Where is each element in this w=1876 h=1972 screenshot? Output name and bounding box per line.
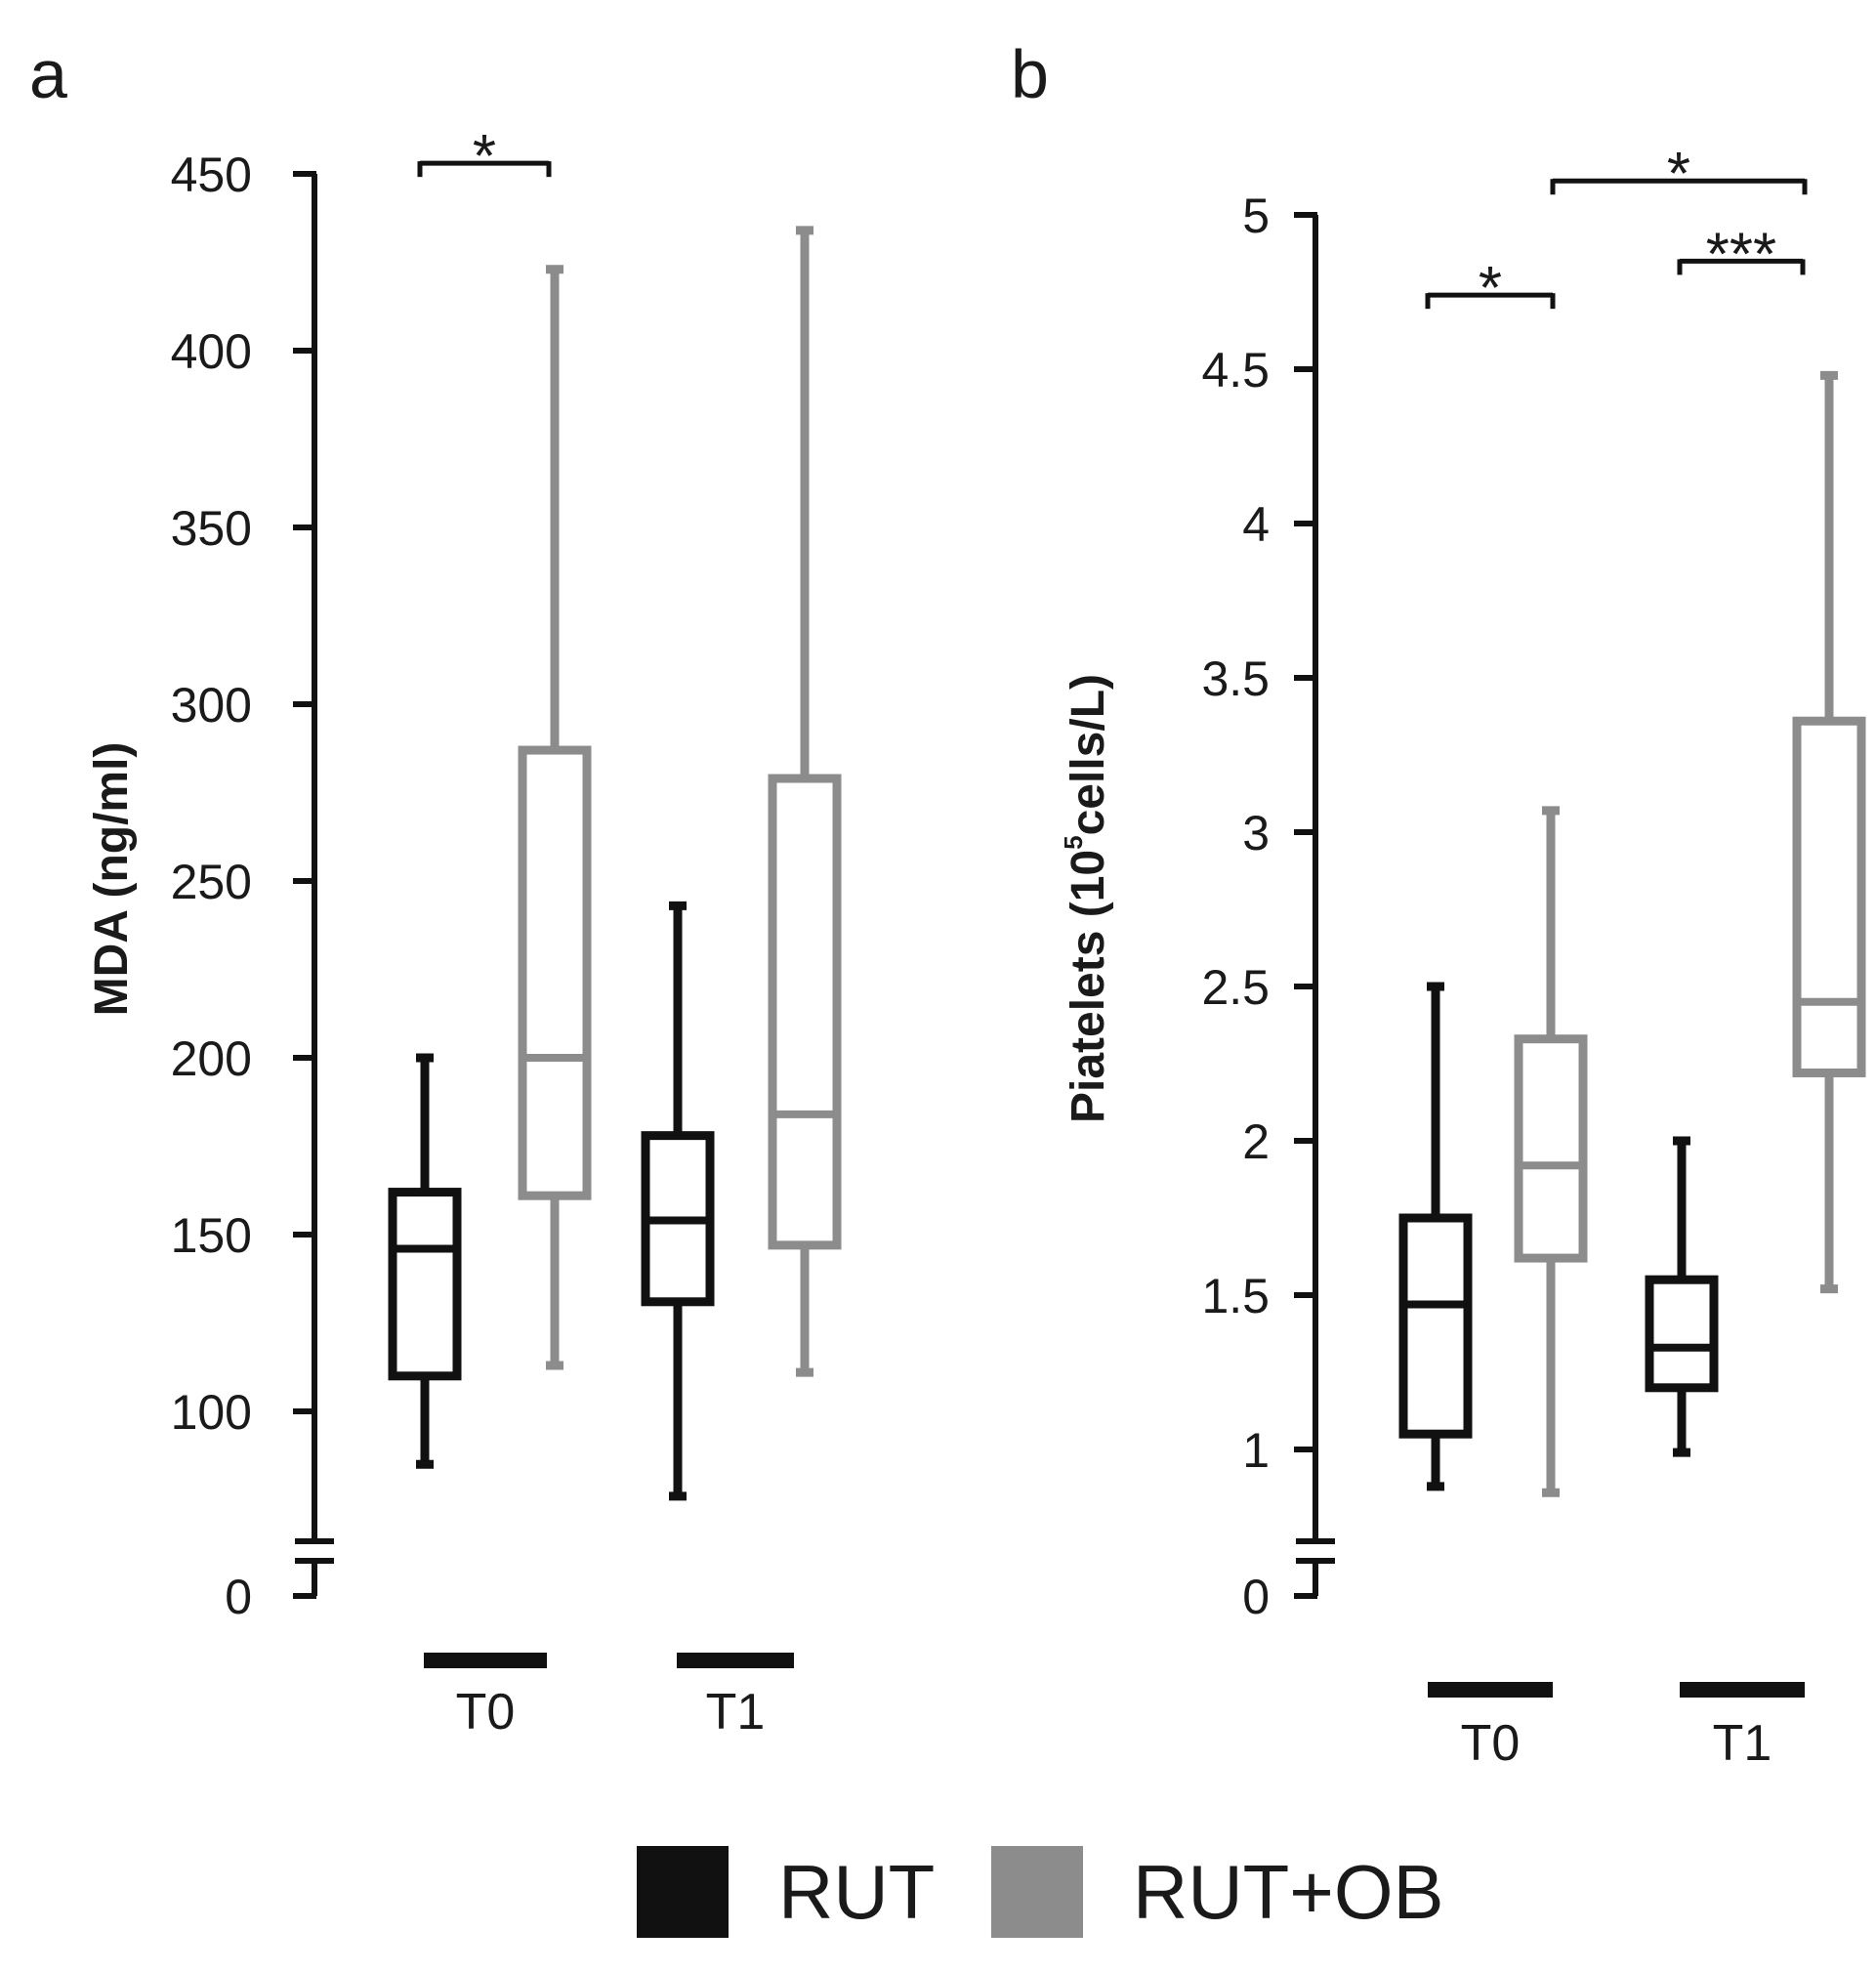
y-tick-label: 2 (1242, 1114, 1270, 1169)
group-label-t0: T0 (1461, 1715, 1521, 1772)
legend-label-rut: RUT (778, 1849, 935, 1935)
y-tick-label: 100 (171, 1385, 252, 1440)
y-tick-label: 300 (171, 678, 252, 733)
box-iqr (1398, 1213, 1473, 1439)
legend-swatch-rut-ob (991, 1846, 1083, 1938)
y-axis-title-text: Piatelets (10 (1063, 850, 1114, 1123)
significance-bracket: * (1425, 255, 1556, 322)
box-rut-ob-t1 (1792, 370, 1866, 1294)
box-iqr (1514, 1034, 1588, 1263)
box-iqr (388, 1188, 462, 1381)
significance-bracket: * (417, 123, 552, 190)
y-axis-title-tail: cells/L) (1063, 674, 1114, 835)
group-label-t1: T1 (1713, 1715, 1772, 1772)
y-tick-label: 0 (225, 1570, 252, 1624)
significance-bracket: *** (1677, 221, 1806, 288)
box-rut-t1 (641, 901, 715, 1501)
box-rut-ob-t0 (518, 265, 592, 1370)
box-rut-t1 (1645, 1136, 1719, 1457)
y-tick-label: 5 (1242, 189, 1270, 243)
significance-label: * (1479, 255, 1502, 322)
y-tick-label: 4.5 (1201, 343, 1270, 398)
box-iqr (768, 774, 842, 1250)
box-rut-ob-t0 (1514, 806, 1588, 1497)
y-axis-title: Piatelets (105cells/L) (1059, 674, 1114, 1123)
y-tick-label: 250 (171, 855, 252, 909)
legend-swatch-rut (637, 1846, 729, 1938)
y-tick-label: 350 (171, 501, 252, 556)
significance-label: * (473, 123, 496, 190)
box-rut-t0 (1398, 982, 1473, 1491)
y-tick-label: 400 (171, 324, 252, 379)
box-rut-t0 (388, 1053, 462, 1469)
significance-label: *** (1706, 221, 1776, 288)
panel-a: a 0 100 150 200 250 300 350 400 450 MDA (ng/ml) T0 T… (29, 36, 842, 1741)
panel-letter: b (1011, 36, 1049, 112)
y-tick-label: 1 (1242, 1423, 1270, 1478)
y-tick-label: 3 (1242, 806, 1270, 860)
y-axis-title-text: MDA (ng/ml) (86, 742, 138, 1017)
significance-bracket: * (1550, 141, 1808, 208)
y-tick-label: 2.5 (1201, 960, 1270, 1015)
legend-label-rut-ob: RUT+OB (1133, 1849, 1444, 1935)
panel-letter: a (29, 36, 67, 112)
y-tick-label: 450 (171, 147, 252, 202)
box-iqr (1792, 716, 1866, 1077)
group-label-t0: T0 (456, 1684, 516, 1741)
y-tick-label: 0 (1242, 1570, 1270, 1624)
y-tick-label: 200 (171, 1031, 252, 1086)
significance-label: * (1667, 141, 1690, 208)
box-rut-ob-t1 (768, 226, 842, 1377)
y-axis-title-superscript: 5 (1059, 835, 1088, 849)
legend: RUT RUT+OB (637, 1846, 1444, 1938)
box-iqr (1645, 1275, 1719, 1393)
group-label-t1: T1 (706, 1684, 766, 1741)
y-tick-label: 3.5 (1201, 651, 1270, 706)
y-tick-label: 4 (1242, 497, 1270, 552)
y-axis-title: MDA (ng/ml) (86, 742, 138, 1017)
y-tick-label: 150 (171, 1208, 252, 1263)
box-iqr (518, 745, 592, 1200)
y-tick-label: 1.5 (1201, 1269, 1270, 1323)
